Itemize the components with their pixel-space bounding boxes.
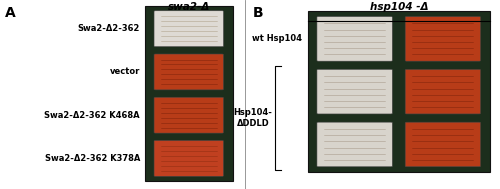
Bar [308, 11, 490, 172]
FancyBboxPatch shape [154, 97, 224, 133]
Bar [0, 0, 245, 189]
Text: hsp104 -Δ: hsp104 -Δ [370, 2, 428, 12]
FancyBboxPatch shape [405, 122, 480, 167]
Bar [245, 0, 500, 189]
Text: B: B [252, 6, 263, 20]
Text: vector: vector [110, 67, 140, 76]
Text: Initial: Initial [342, 23, 367, 32]
Text: swa2-Δ: swa2-Δ [168, 2, 210, 12]
Text: Hsp104-
ΔDDLD: Hsp104- ΔDDLD [234, 108, 272, 128]
FancyBboxPatch shape [405, 69, 480, 114]
Text: Swa2-Δ2-362 K378A: Swa2-Δ2-362 K378A [44, 154, 140, 163]
FancyBboxPatch shape [317, 69, 392, 114]
Text: A: A [5, 6, 16, 20]
FancyBboxPatch shape [154, 11, 224, 47]
Text: Cured: Cured [430, 23, 456, 32]
FancyBboxPatch shape [317, 122, 392, 167]
FancyBboxPatch shape [405, 17, 480, 61]
FancyBboxPatch shape [317, 17, 392, 61]
Bar [145, 6, 233, 181]
FancyBboxPatch shape [154, 140, 224, 176]
FancyBboxPatch shape [154, 54, 224, 90]
Text: wt Hsp104: wt Hsp104 [252, 34, 302, 43]
Text: Swa2-Δ2-362 K468A: Swa2-Δ2-362 K468A [44, 111, 140, 120]
Text: Swa2-Δ2-362: Swa2-Δ2-362 [78, 24, 140, 33]
